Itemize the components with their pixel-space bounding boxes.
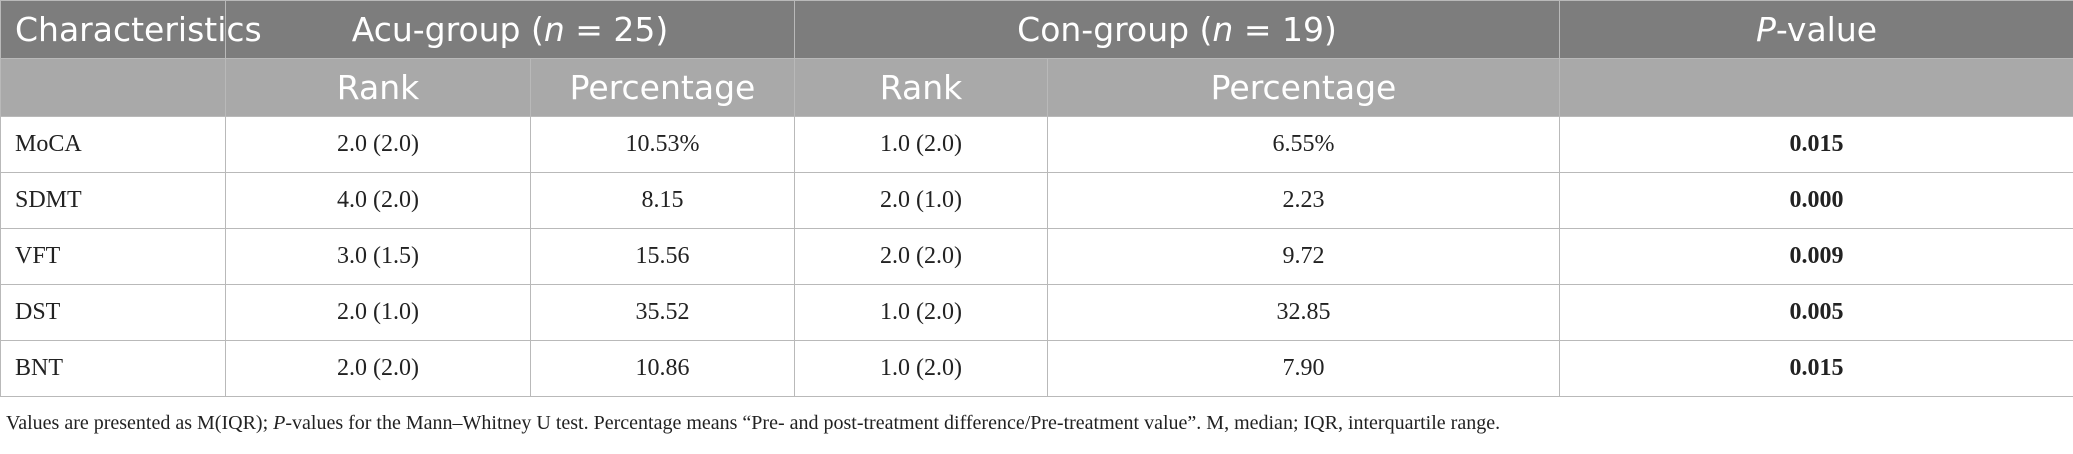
header-p-value: P-value — [1559, 0, 2073, 59]
subheader-empty — [0, 58, 226, 117]
acu-rank-cell: 2.0 (2.0) — [225, 116, 531, 173]
p-value-suffix: -value — [1775, 10, 1878, 49]
footnote-part1: Values are presented as M(IQR); — [6, 412, 274, 434]
row-characteristic: VFT — [0, 228, 226, 285]
subheader-con-rank: Rank — [794, 58, 1048, 117]
con-percentage-cell: 32.85 — [1046, 284, 1561, 341]
acu-group-suffix: = 25) — [564, 10, 669, 49]
acu-group-prefix: Acu-group ( — [351, 10, 544, 49]
p-value-cell: 0.009 — [1559, 228, 2073, 285]
p-value-cell: 0.015 — [1559, 116, 2073, 173]
acu-percentage-cell: 35.52 — [530, 284, 795, 341]
header-acu-group: Acu-group (n = 25) — [225, 0, 795, 59]
con-group-suffix: = 19) — [1233, 10, 1337, 49]
con-group-prefix: Con-group ( — [1017, 10, 1213, 49]
acu-percentage-cell: 10.86 — [530, 340, 795, 397]
con-rank-cell: 2.0 (1.0) — [794, 172, 1048, 229]
con-rank-cell: 2.0 (2.0) — [794, 228, 1048, 285]
con-rank-cell: 1.0 (2.0) — [794, 340, 1048, 397]
acu-percentage-cell: 8.15 — [530, 172, 795, 229]
acu-percentage-cell: 15.56 — [530, 228, 795, 285]
subheader-acu-rank: Rank — [225, 58, 531, 117]
header-characteristics: Characteristics — [0, 0, 262, 59]
acu-group-n: n — [543, 10, 565, 49]
con-percentage-cell: 6.55% — [1046, 116, 1561, 173]
table-footnote: Values are presented as M(IQR); P-values… — [0, 412, 2073, 435]
con-percentage-cell: 9.72 — [1046, 228, 1561, 285]
footnote-part2: -values for the Mann–Whitney U test. Per… — [285, 412, 1501, 434]
con-percentage-cell: 7.90 — [1046, 340, 1561, 397]
con-group-n: n — [1212, 10, 1234, 49]
acu-rank-cell: 2.0 (1.0) — [225, 284, 531, 341]
row-characteristic: SDMT — [0, 172, 226, 229]
header-con-group: Con-group (n = 19) — [793, 0, 1561, 59]
acu-rank-cell: 3.0 (1.5) — [225, 228, 531, 285]
subheader-acu-percentage: Percentage — [530, 58, 795, 117]
table-row: BNT 2.0 (2.0) 10.86 1.0 (2.0) 7.90 0.015 — [0, 340, 2073, 397]
row-characteristic: MoCA — [0, 116, 226, 173]
table-row: SDMT 4.0 (2.0) 8.15 2.0 (1.0) 2.23 0.000 — [0, 172, 2073, 229]
con-rank-cell: 1.0 (2.0) — [794, 284, 1048, 341]
results-table: Characteristics Acu-group (n = 25) Con-g… — [0, 0, 2073, 397]
con-rank-cell: 1.0 (2.0) — [794, 116, 1048, 173]
row-characteristic: BNT — [0, 340, 226, 397]
row-characteristic: DST — [0, 284, 226, 341]
footnote-p-italic: P — [273, 412, 286, 434]
p-value-cell: 0.015 — [1559, 340, 2073, 397]
header-row-main: Characteristics Acu-group (n = 25) Con-g… — [0, 0, 2073, 59]
con-percentage-cell: 2.23 — [1046, 172, 1561, 229]
table-row: VFT 3.0 (1.5) 15.56 2.0 (2.0) 9.72 0.009 — [0, 228, 2073, 285]
acu-rank-cell: 4.0 (2.0) — [225, 172, 531, 229]
p-value-cell: 0.000 — [1559, 172, 2073, 229]
acu-rank-cell: 2.0 (2.0) — [225, 340, 531, 397]
table-row: DST 2.0 (1.0) 35.52 1.0 (2.0) 32.85 0.00… — [0, 284, 2073, 341]
acu-percentage-cell: 10.53% — [530, 116, 795, 173]
p-value-italic: P — [1755, 10, 1776, 49]
header-row-sub: Rank Percentage Rank Percentage — [0, 58, 2073, 117]
table-row: MoCA 2.0 (2.0) 10.53% 1.0 (2.0) 6.55% 0.… — [0, 116, 2073, 173]
p-value-cell: 0.005 — [1559, 284, 2073, 341]
subheader-empty-p — [1559, 58, 2073, 117]
subheader-con-percentage: Percentage — [1046, 58, 1561, 117]
table-container: Characteristics Acu-group (n = 25) Con-g… — [0, 0, 2073, 435]
